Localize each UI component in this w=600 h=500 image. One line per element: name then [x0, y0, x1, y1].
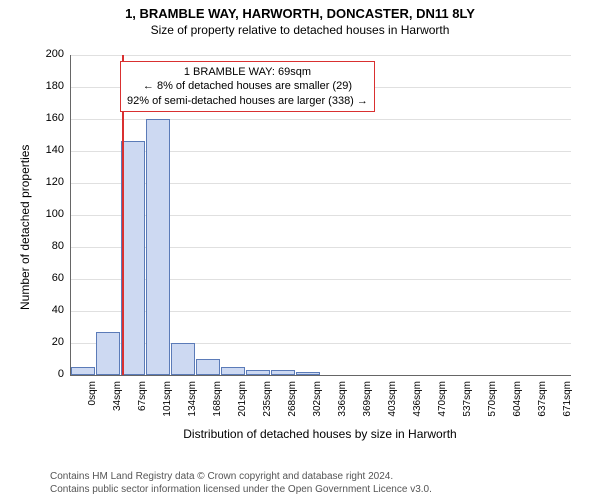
x-tick-label: 637sqm [537, 381, 548, 421]
histogram-bar [296, 372, 320, 375]
histogram-bar [121, 141, 145, 375]
x-tick-label: 134sqm [187, 381, 198, 421]
histogram-bar [96, 332, 120, 375]
y-tick-label: 40 [32, 304, 64, 316]
histogram-bar [196, 359, 220, 375]
annot-line2: ← 8% of detached houses are smaller (29) [127, 79, 368, 93]
x-tick-label: 235sqm [262, 381, 273, 421]
x-tick-label: 336sqm [337, 381, 348, 421]
x-tick-label: 302sqm [312, 381, 323, 421]
y-tick-label: 20 [32, 336, 64, 348]
x-tick-label: 369sqm [362, 381, 373, 421]
y-tick-label: 100 [32, 208, 64, 220]
y-tick-label: 180 [32, 80, 64, 92]
x-tick-label: 570sqm [487, 381, 498, 421]
x-tick-label: 201sqm [237, 381, 248, 421]
x-tick-label: 537sqm [462, 381, 473, 421]
x-tick-label: 101sqm [162, 381, 173, 421]
chart-title: 1, BRAMBLE WAY, HARWORTH, DONCASTER, DN1… [0, 0, 600, 21]
y-axis-label: Number of detached properties [18, 145, 32, 310]
histogram-bar [271, 370, 295, 375]
x-tick-label: 34sqm [112, 381, 123, 421]
y-tick-label: 120 [32, 176, 64, 188]
histogram-bar [71, 367, 95, 375]
x-tick-label: 436sqm [412, 381, 423, 421]
annot-line1: 1 BRAMBLE WAY: 69sqm [127, 65, 368, 79]
annot-line3: 92% of semi-detached houses are larger (… [127, 94, 368, 108]
x-axis-label: Distribution of detached houses by size … [70, 427, 570, 441]
footer-line2: Contains public sector information licen… [50, 483, 432, 496]
x-tick-label: 403sqm [387, 381, 398, 421]
x-tick-label: 470sqm [437, 381, 448, 421]
y-tick-label: 160 [32, 112, 64, 124]
chart-subtitle: Size of property relative to detached ho… [0, 21, 600, 37]
y-tick-label: 140 [32, 144, 64, 156]
x-tick-label: 268sqm [287, 381, 298, 421]
y-tick-label: 200 [32, 48, 64, 60]
footer-attribution: Contains HM Land Registry data © Crown c… [50, 470, 432, 496]
x-tick-label: 604sqm [512, 381, 523, 421]
footer-line1: Contains HM Land Registry data © Crown c… [50, 470, 432, 483]
y-tick-label: 80 [32, 240, 64, 252]
histogram-bar [246, 370, 270, 375]
histogram-bar [171, 343, 195, 375]
marker-annotation: 1 BRAMBLE WAY: 69sqm ← 8% of detached ho… [120, 61, 375, 112]
x-tick-label: 671sqm [562, 381, 573, 421]
chart-container: 1, BRAMBLE WAY, HARWORTH, DONCASTER, DN1… [0, 0, 600, 500]
x-tick-label: 67sqm [137, 381, 148, 421]
x-tick-label: 0sqm [87, 381, 98, 421]
x-tick-label: 168sqm [212, 381, 223, 421]
histogram-bar [146, 119, 170, 375]
y-tick-label: 60 [32, 272, 64, 284]
gridline [71, 55, 571, 56]
histogram-bar [221, 367, 245, 375]
y-tick-label: 0 [32, 368, 64, 380]
